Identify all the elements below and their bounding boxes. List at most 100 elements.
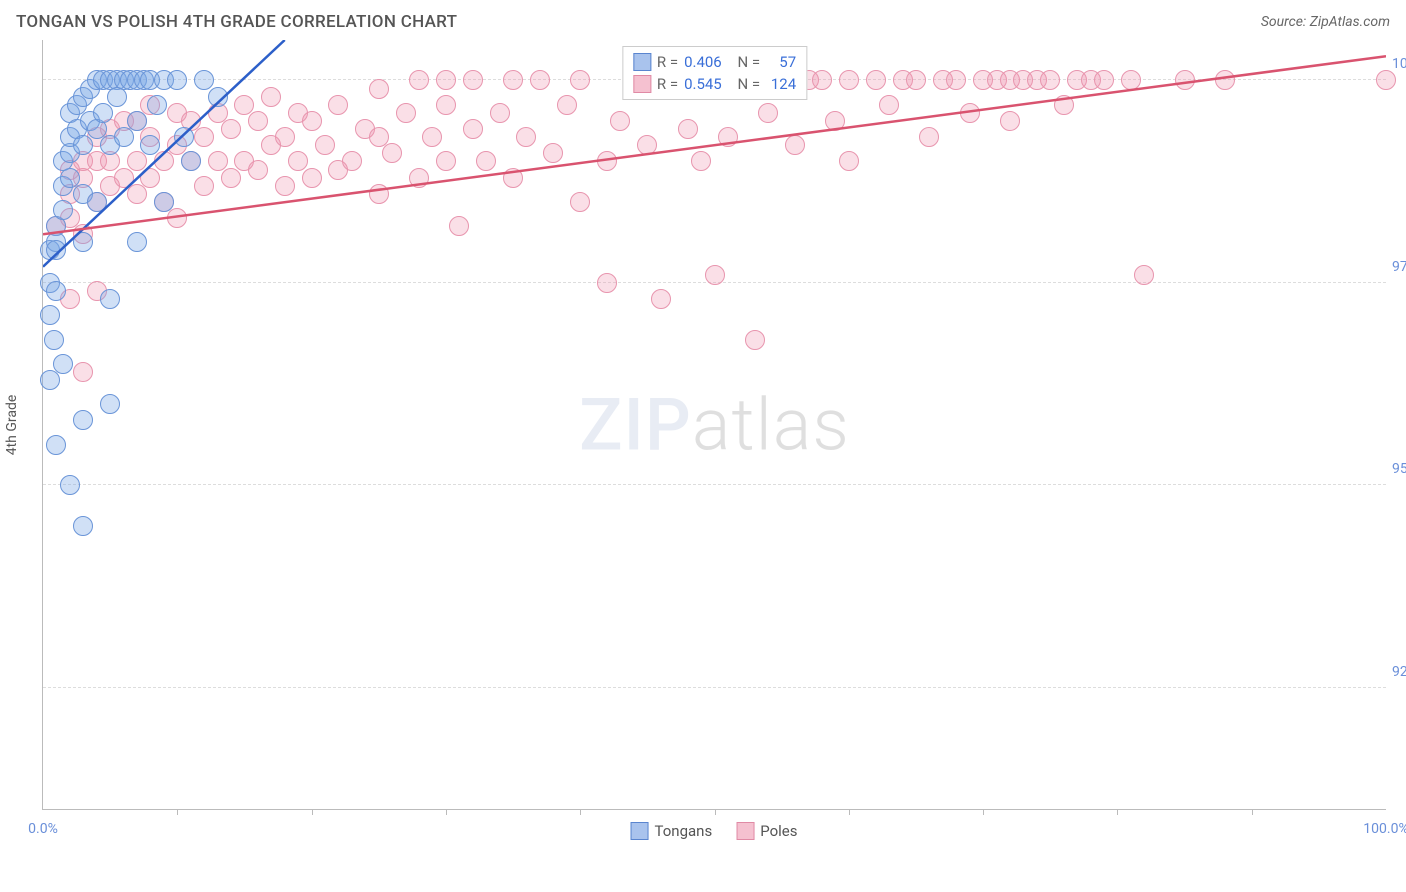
point-polish	[705, 265, 725, 285]
point-polish	[194, 176, 214, 196]
point-polish	[422, 127, 442, 147]
point-polish	[597, 273, 617, 293]
point-polish	[812, 70, 832, 90]
point-polish	[436, 70, 456, 90]
point-polish	[167, 208, 187, 228]
x-tick	[1252, 809, 1253, 815]
point-polish	[342, 151, 362, 171]
point-polish	[396, 103, 416, 123]
point-polish	[328, 95, 348, 115]
point-polish	[839, 70, 859, 90]
point-polish	[449, 216, 469, 236]
point-polish	[140, 168, 160, 188]
point-polish	[543, 143, 563, 163]
legend-label: Tongans	[655, 822, 713, 840]
series-legend-item: Poles	[736, 822, 797, 840]
point-polish	[879, 95, 899, 115]
point-tongan	[208, 87, 228, 107]
x-tick-label: 0.0%	[28, 821, 58, 837]
point-tongan	[40, 370, 60, 390]
point-polish	[745, 330, 765, 350]
legend-label: Poles	[760, 822, 797, 840]
chart-title: TONGAN VS POLISH 4TH GRADE CORRELATION C…	[16, 12, 457, 32]
legend-row: R = 0.545 N = 124	[633, 73, 796, 95]
point-polish	[261, 87, 281, 107]
watermark: ZIPatlas	[579, 382, 850, 467]
point-tongan	[73, 135, 93, 155]
point-polish	[597, 151, 617, 171]
point-tongan	[93, 103, 113, 123]
point-polish	[221, 119, 241, 139]
point-tongan	[46, 435, 66, 455]
point-polish	[302, 111, 322, 131]
point-polish	[1094, 70, 1114, 90]
point-polish	[248, 160, 268, 180]
point-polish	[1040, 70, 1060, 90]
point-polish	[785, 135, 805, 155]
chart-area: 4th Grade ZIPatlas R = 0.406 N = 57 R = …	[42, 40, 1386, 810]
point-polish	[651, 289, 671, 309]
gridline-h	[43, 484, 1386, 485]
point-polish	[557, 95, 577, 115]
point-polish	[1054, 95, 1074, 115]
point-polish	[476, 151, 496, 171]
point-polish	[1215, 70, 1235, 90]
point-polish	[839, 151, 859, 171]
point-tongan	[73, 516, 93, 536]
y-tick-label: 97.5%	[1392, 259, 1406, 275]
plot-region: ZIPatlas R = 0.406 N = 57 R = 0.545 N = …	[42, 40, 1386, 810]
point-polish	[825, 111, 845, 131]
point-polish	[906, 70, 926, 90]
point-tongan	[46, 281, 66, 301]
point-polish	[1376, 70, 1396, 90]
point-tongan	[100, 289, 120, 309]
x-tick	[849, 809, 850, 815]
point-polish	[570, 192, 590, 212]
point-polish	[463, 119, 483, 139]
gridline-h	[43, 687, 1386, 688]
point-polish	[275, 176, 295, 196]
legend-swatch	[631, 822, 649, 840]
point-polish	[436, 95, 456, 115]
point-tongan	[73, 410, 93, 430]
point-polish	[490, 103, 510, 123]
point-tongan	[181, 151, 201, 171]
x-tick	[312, 809, 313, 815]
point-polish	[946, 70, 966, 90]
point-polish	[1175, 70, 1195, 90]
point-polish	[516, 127, 536, 147]
y-tick-label: 100.0%	[1392, 56, 1406, 72]
point-polish	[127, 184, 147, 204]
point-polish	[409, 168, 429, 188]
x-tick	[580, 809, 581, 815]
point-polish	[1000, 111, 1020, 131]
point-polish	[369, 184, 389, 204]
point-tongan	[127, 232, 147, 252]
point-tongan	[174, 127, 194, 147]
point-tongan	[53, 354, 73, 374]
point-polish	[960, 103, 980, 123]
point-polish	[275, 127, 295, 147]
y-tick-label: 95.0%	[1392, 461, 1406, 477]
point-polish	[73, 362, 93, 382]
legend-swatch	[633, 53, 651, 71]
point-polish	[503, 168, 523, 188]
x-tick	[1117, 809, 1118, 815]
point-tongan	[167, 70, 187, 90]
x-tick-label: 100.0%	[1363, 821, 1406, 837]
point-polish	[678, 119, 698, 139]
y-tick-label: 92.5%	[1392, 664, 1406, 680]
x-tick	[177, 809, 178, 815]
point-tongan	[147, 95, 167, 115]
point-tongan	[44, 330, 64, 350]
point-polish	[919, 127, 939, 147]
point-tongan	[60, 475, 80, 495]
point-tongan	[73, 232, 93, 252]
point-polish	[382, 143, 402, 163]
point-polish	[866, 70, 886, 90]
point-tongan	[140, 135, 160, 155]
point-tongan	[46, 240, 66, 260]
point-polish	[369, 79, 389, 99]
point-tongan	[100, 394, 120, 414]
legend-swatch	[633, 75, 651, 93]
